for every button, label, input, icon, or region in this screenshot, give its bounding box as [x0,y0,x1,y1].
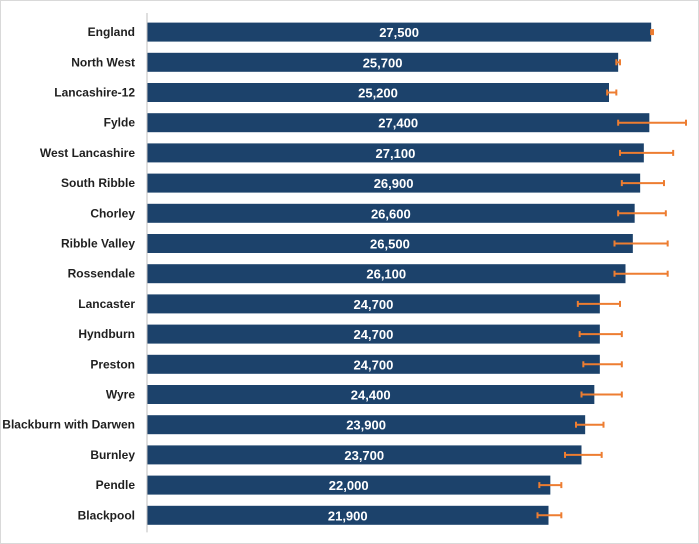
bar-5 [147,173,641,193]
bar-0 [147,22,652,42]
value-label-6: 26,600 [371,206,411,221]
value-label-10: 24,700 [354,327,394,342]
value-label-16: 21,900 [328,508,368,523]
category-label-0: England [88,25,135,39]
value-label-0: 27,500 [379,25,419,40]
labels-layer: England 27,500 North West 25,700 Lancashire-… [2,25,419,523]
value-label-8: 26,100 [366,267,406,282]
category-label-3: Fylde [104,116,136,130]
value-label-4: 27,100 [376,146,416,161]
bar-3 [147,113,650,133]
category-label-16: Blackpool [78,508,135,522]
category-label-7: Ribble Valley [61,237,135,251]
category-label-12: Wyre [106,388,135,402]
value-label-13: 23,900 [346,418,386,433]
bar-7 [147,234,633,253]
value-label-11: 24,700 [354,357,394,372]
value-label-12: 24,400 [351,388,391,403]
category-label-6: Chorley [90,206,135,220]
category-label-2: Lancashire-12 [54,86,135,100]
bar-9 [147,294,600,314]
bar-8 [147,264,626,284]
bar-6 [147,203,635,223]
value-label-5: 26,900 [374,176,414,191]
category-label-10: Hyndburn [78,327,135,341]
value-label-1: 25,700 [363,55,403,70]
category-label-4: West Lancashire [40,146,135,160]
bar-15 [147,475,551,495]
value-label-14: 23,700 [344,448,384,463]
bars-layer [147,22,652,525]
bar-1 [147,52,619,72]
category-label-15: Pendle [96,478,136,492]
value-label-3: 27,400 [378,116,418,131]
error-bars-layer [536,29,687,519]
bar-16 [147,505,549,525]
category-label-1: North West [71,55,135,69]
bar-4 [147,143,644,163]
bar-2 [147,83,609,102]
value-label-15: 22,000 [329,478,369,493]
value-label-9: 24,700 [354,297,394,312]
value-label-7: 26,500 [370,237,410,252]
category-label-8: Rossendale [68,267,136,281]
bar-14 [147,445,582,465]
bar-11 [147,354,600,374]
category-label-5: South Ribble [61,176,135,190]
category-label-11: Preston [90,357,135,371]
category-label-13: Blackburn with Darwen [2,418,135,432]
bar-12 [147,385,595,404]
category-label-14: Burnley [90,448,135,462]
value-label-2: 25,200 [358,86,398,101]
bar-10 [147,324,600,344]
bar-13 [147,415,586,435]
category-label-9: Lancaster [78,297,135,311]
